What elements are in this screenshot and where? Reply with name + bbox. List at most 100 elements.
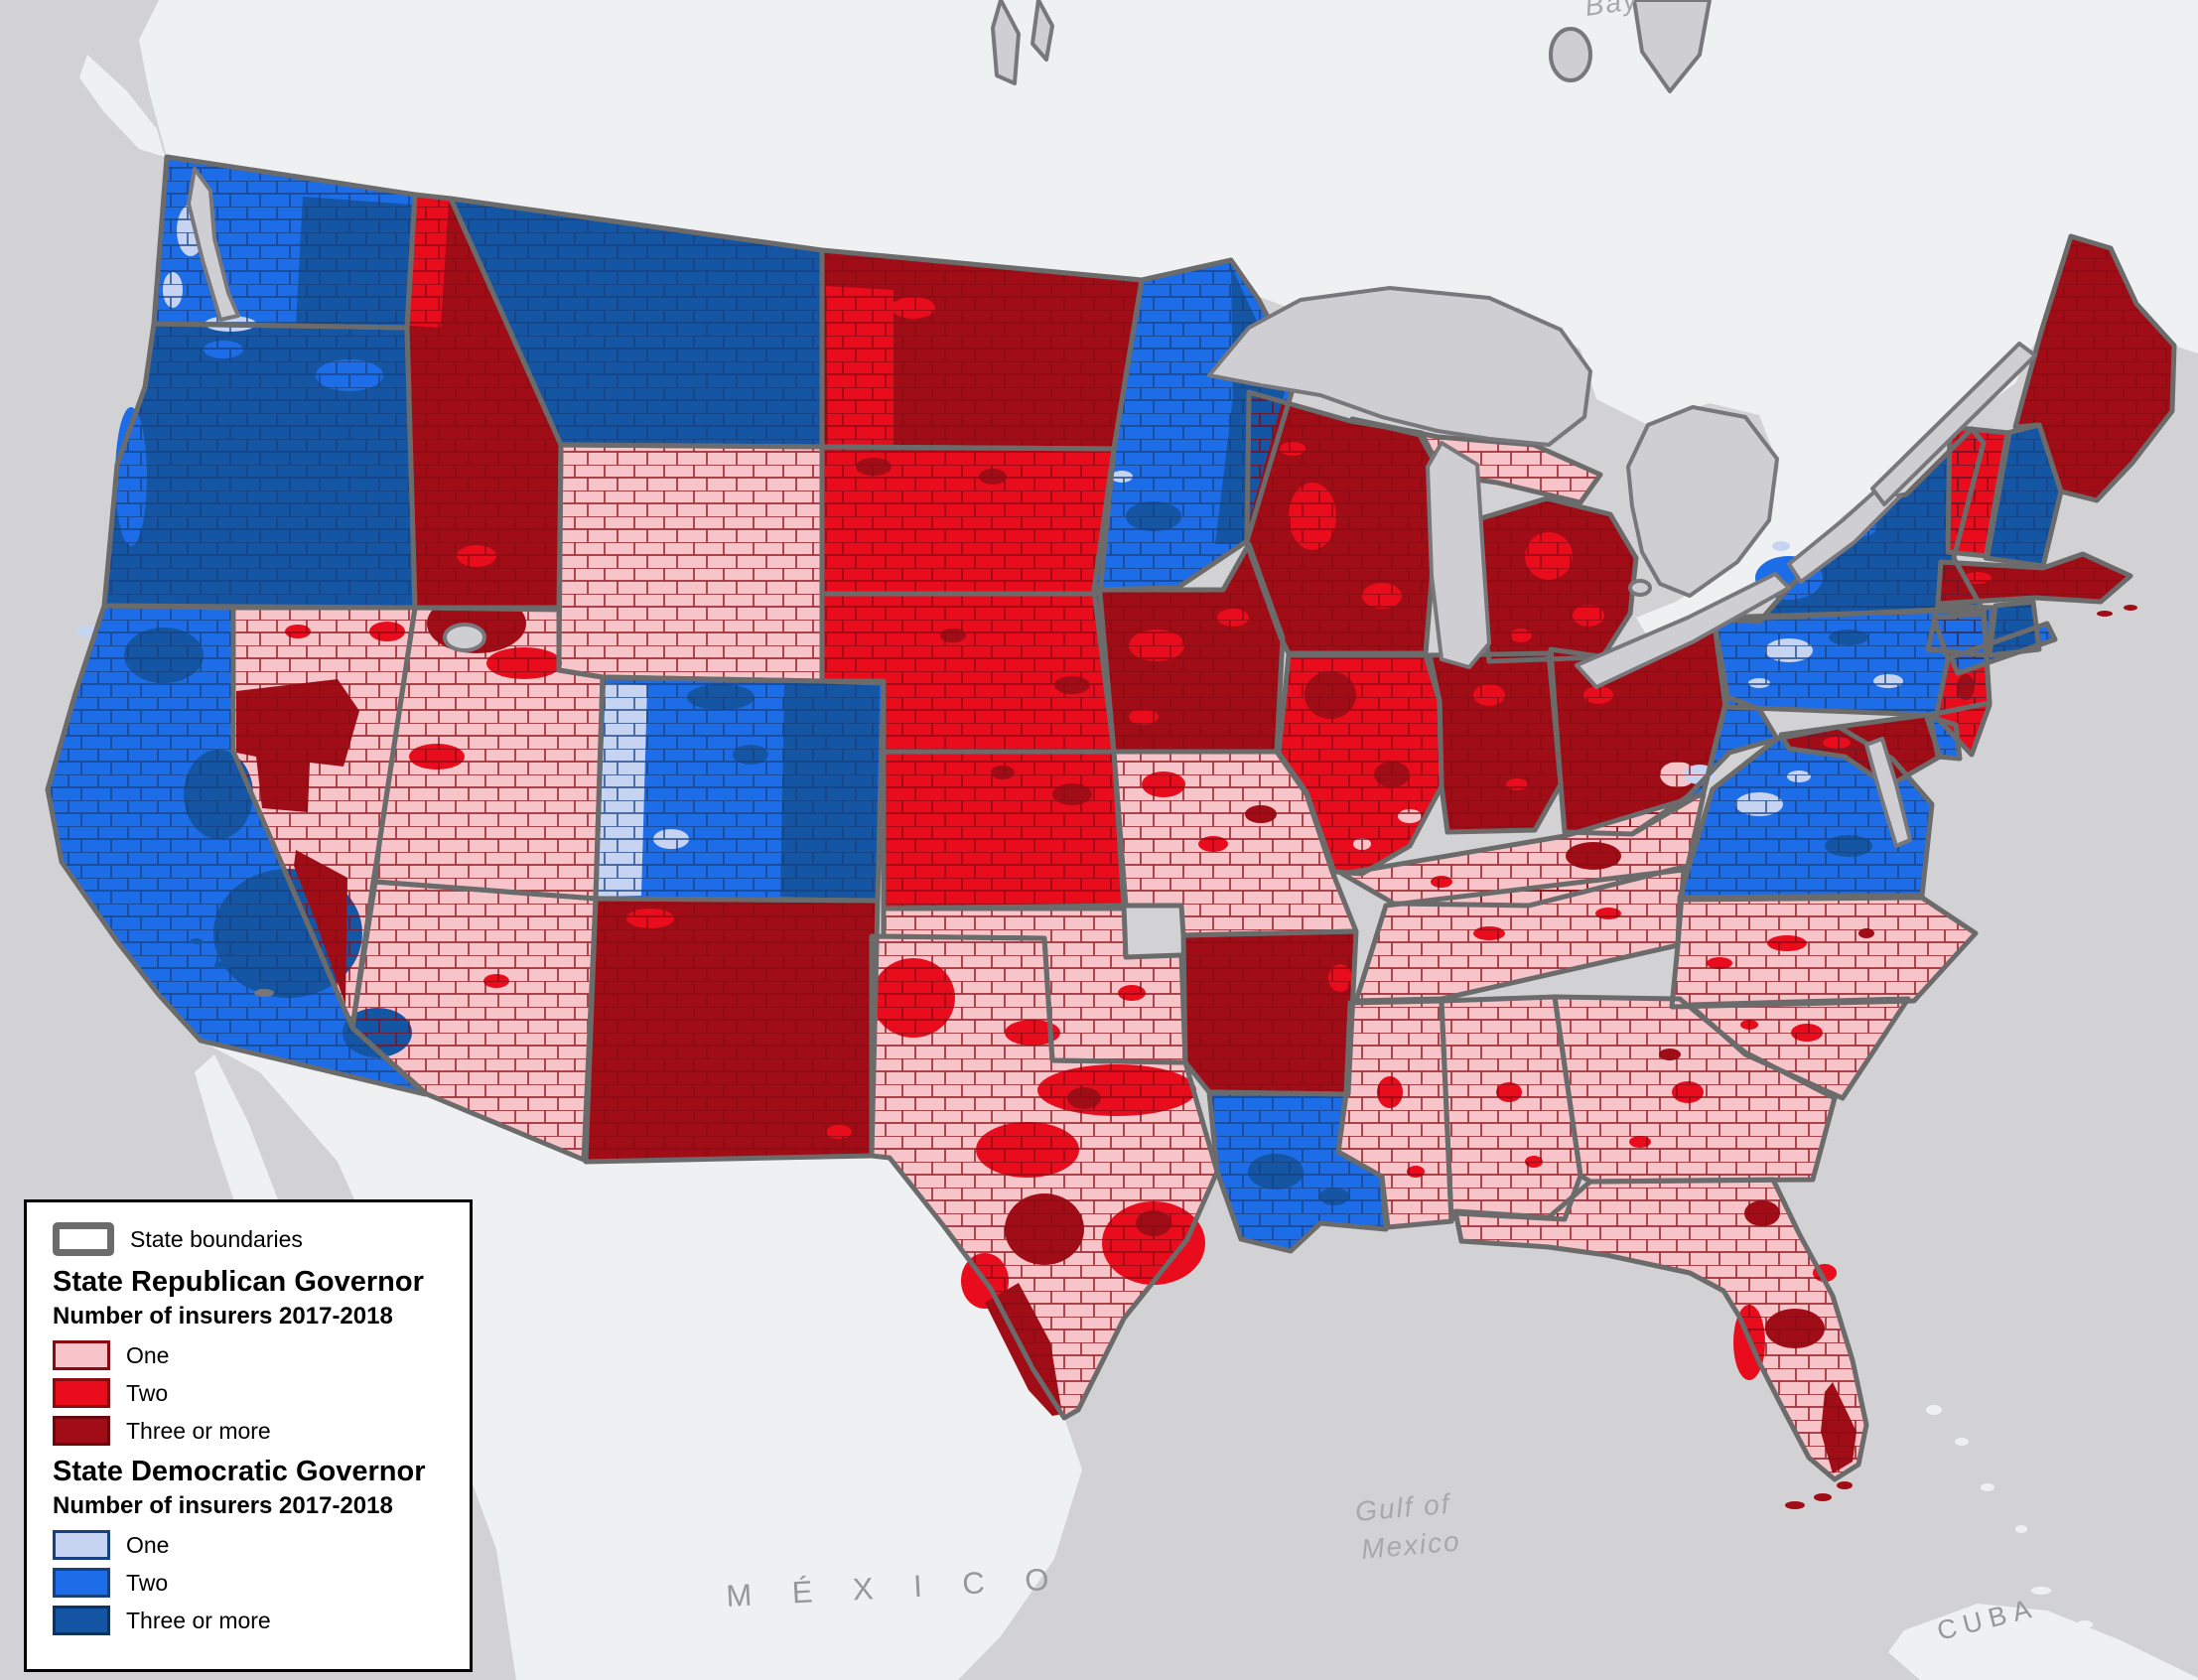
county-grid	[1455, 1180, 1866, 1479]
republican-governor-title: State Republican Governor	[53, 1266, 424, 1298]
county-grid	[1338, 1001, 1451, 1227]
legend-item: One	[53, 1340, 470, 1370]
legend: State boundaries State Republican Govern…	[24, 1199, 473, 1672]
puget-sound	[187, 167, 240, 322]
legend-item: Three or more	[53, 1416, 470, 1446]
state-border-outline	[1948, 621, 2058, 676]
democratic-governor-title: State Democratic Governor	[53, 1456, 426, 1487]
county-grid	[1555, 997, 1835, 1182]
legend-state-boundaries-row: State boundaries	[53, 1222, 470, 1256]
channel-island	[191, 938, 203, 944]
democratic-two-swatch	[53, 1568, 110, 1598]
county-grid	[822, 250, 1142, 449]
state-border-outline	[593, 674, 887, 904]
county-grid	[1352, 419, 1600, 502]
cuba-islet	[2031, 1587, 2051, 1595]
republican-two-label: Two	[126, 1379, 169, 1406]
state-border-outline	[1931, 611, 1992, 758]
state-border-outline	[1927, 714, 1963, 762]
county-grid	[233, 608, 415, 1028]
state-border-outline	[2012, 233, 2177, 503]
democratic-three-swatch	[53, 1606, 110, 1635]
county-grid	[586, 899, 878, 1162]
county-grid	[884, 752, 1124, 909]
lake-superior	[1207, 286, 1592, 447]
democratic-three-label: Three or more	[126, 1607, 271, 1633]
democratic-insurers-subtitle: Number of insurers 2017-2018	[53, 1492, 393, 1519]
water-layer	[187, 0, 2037, 848]
cuba-landmass	[1888, 1604, 2198, 1680]
county-grid-layer	[48, 157, 2174, 1479]
islands-layer	[191, 605, 2137, 1509]
state-border-outline	[1935, 551, 2133, 607]
great-salt-lake	[443, 623, 486, 652]
vancouver-island	[79, 55, 165, 157]
county-grid	[1632, 697, 1777, 834]
florida-keys	[1837, 1481, 1853, 1489]
county-grid	[559, 445, 822, 681]
florida-keys	[1814, 1493, 1832, 1501]
channel-island	[214, 961, 232, 969]
florida-keys	[1785, 1501, 1805, 1509]
state-border-outline	[1987, 599, 2042, 658]
lake-michigan	[1426, 441, 1491, 669]
republican-three-label: Three or more	[126, 1417, 271, 1444]
legend-item: Three or more	[53, 1606, 470, 1635]
james-bay	[1632, 0, 1712, 93]
cuba-islet	[2077, 1620, 2093, 1628]
nantucket-island	[2097, 611, 2113, 617]
bahamas-island	[2015, 1525, 2027, 1533]
county-grid	[822, 447, 1114, 594]
state-border-outline	[1452, 1177, 1869, 1482]
county-grid	[1183, 931, 1356, 1094]
county-grid	[1714, 610, 1990, 715]
democratic-one-label: One	[126, 1531, 170, 1558]
lake-ontario	[1787, 485, 1902, 584]
state-border-outline	[349, 879, 599, 1163]
county-grid	[872, 936, 1217, 1418]
state-border-outline	[869, 933, 1220, 1421]
st-lawrence-river	[1870, 342, 2037, 506]
state-border-layer	[45, 154, 2177, 1482]
legend-item: Two	[53, 1568, 470, 1598]
channel-island	[242, 979, 258, 987]
canada-landmass	[139, 0, 2198, 637]
bahamas-island	[1926, 1405, 1942, 1415]
county-grid	[1279, 655, 1442, 874]
canada-lake	[1549, 27, 1592, 82]
county-grid	[1247, 392, 1440, 653]
state-border-outline	[1349, 416, 1603, 505]
county-grid	[375, 608, 603, 899]
state-boundaries-swatch	[53, 1222, 114, 1256]
marthas-vineyard-island	[2124, 605, 2137, 611]
county-grid	[1430, 653, 1561, 832]
republican-insurers-subtitle: Number of insurers 2017-2018	[53, 1303, 393, 1330]
county-grid	[884, 906, 1185, 1062]
county-grid	[1690, 999, 1908, 1098]
county-grid	[451, 199, 822, 447]
county-patch	[1772, 541, 1790, 551]
county-grid	[1114, 752, 1356, 935]
chesapeake-bay	[1864, 737, 1912, 848]
county-grid	[407, 195, 561, 608]
county-grid	[1442, 997, 1580, 1221]
republican-one-label: One	[126, 1341, 170, 1368]
democratic-two-label: Two	[126, 1569, 169, 1596]
lake-st-clair	[1628, 579, 1652, 597]
bahamas-island	[1981, 1483, 1994, 1491]
lake-erie	[1575, 572, 1791, 689]
state-border-outline	[1091, 257, 1296, 593]
county-grid	[1475, 498, 1636, 661]
republican-two-swatch	[53, 1378, 110, 1408]
county-grid	[596, 677, 884, 901]
county-grid	[352, 882, 596, 1160]
canada-lake	[1030, 0, 1054, 62]
bahamas-island	[1955, 1438, 1969, 1446]
legend-item: One	[53, 1530, 470, 1560]
state-border-outline	[1629, 694, 1780, 837]
democratic-one-swatch	[53, 1530, 110, 1560]
county-grid	[822, 594, 1114, 752]
lake-winnipeg	[991, 0, 1021, 85]
republican-one-swatch	[53, 1340, 110, 1370]
